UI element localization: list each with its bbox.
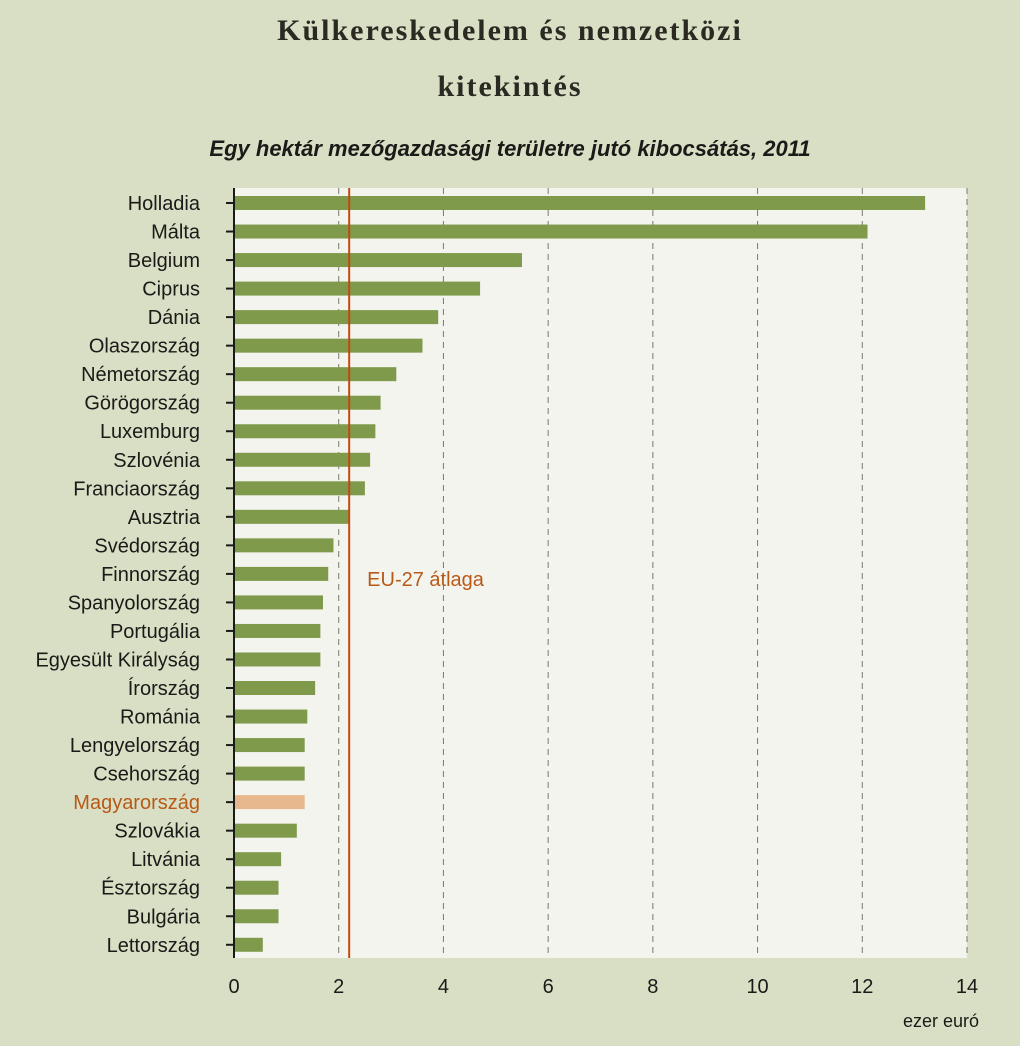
category-label: Málta [151,222,201,244]
bar [235,538,334,553]
category-label: Ausztria [128,507,201,529]
category-label: Görögország [84,393,200,415]
category-label: Svédország [94,535,200,557]
page-title-line2: kitekintés [437,70,583,103]
category-label: Olaszország [89,336,200,358]
category-label: Finnország [101,564,200,586]
bar [235,595,324,610]
category-label: Luxemburg [100,421,200,443]
category-label: Észtország [101,877,200,900]
bar [235,253,522,268]
bar [235,509,350,524]
category-label: Franciaország [73,478,200,500]
category-label: Portugália [110,621,201,643]
bar [235,338,423,353]
category-label: Belgium [128,250,200,272]
x-tick-label: 0 [228,976,239,998]
chart-title: Egy hektár mezőgazdasági területre jutó … [209,136,811,161]
category-label: Holladia [128,193,201,215]
category-label: Németország [81,364,200,386]
category-label: Litvánia [131,849,201,871]
category-label: Csehország [93,764,200,786]
bar [235,623,321,638]
bar [235,880,279,895]
x-tick-label: 4 [438,976,449,998]
category-label: Szlovákia [114,821,200,843]
category-label: Lettország [107,935,200,957]
x-axis-label: ezer euró [903,1011,979,1031]
category-label: Írország [128,677,200,700]
x-tick-label: 10 [746,976,768,998]
bar [235,852,282,867]
bar [235,823,297,838]
bar [235,424,376,439]
bar [235,281,481,296]
category-label: Egyesült Királyság [35,649,200,671]
bar [235,681,316,696]
bar [235,367,397,382]
eu-average-label: EU-27 átlaga [367,569,485,591]
bar [235,709,308,724]
bar [235,452,371,467]
x-tick-label: 2 [333,976,344,998]
category-label: Ciprus [142,279,200,301]
bar [235,224,868,239]
bar [235,937,263,952]
bar [235,481,365,496]
bar [235,738,305,753]
bar [235,566,329,581]
bar [235,652,321,667]
bar [235,395,381,410]
page-title-line1: Külkereskedelem és nemzetközi [277,14,743,47]
x-tick-label: 8 [647,976,658,998]
x-tick-label: 12 [851,976,873,998]
category-label: Dánia [148,307,201,329]
category-label: Lengyelország [70,735,200,757]
category-label: Románia [120,707,201,729]
bar [235,795,305,810]
category-label: Spanyolország [68,592,200,614]
category-label: Magyarország [73,792,200,814]
x-tick-label: 14 [956,976,978,998]
plot-area [234,188,967,958]
category-label: Bulgária [127,906,201,928]
bar [235,196,926,210]
x-tick-label: 6 [543,976,554,998]
bar [235,310,439,325]
category-label: Szlovénia [113,450,201,472]
bar [235,766,305,781]
bar [235,909,279,924]
